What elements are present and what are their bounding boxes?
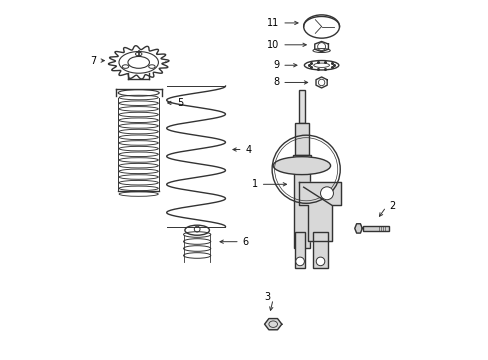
Text: 4: 4: [245, 144, 251, 154]
Bar: [362, 226, 388, 231]
Circle shape: [320, 187, 333, 200]
Text: 6: 6: [242, 237, 248, 247]
Circle shape: [295, 257, 304, 266]
Text: 1: 1: [251, 179, 257, 189]
Bar: [294, 123, 308, 155]
Bar: [294, 232, 305, 268]
Text: 9: 9: [273, 60, 279, 70]
Ellipse shape: [273, 157, 330, 175]
Bar: [313, 232, 327, 268]
Text: 3: 3: [264, 292, 270, 302]
Text: 10: 10: [266, 40, 279, 50]
Polygon shape: [299, 182, 341, 241]
Text: 11: 11: [266, 18, 279, 28]
Text: 2: 2: [388, 201, 394, 211]
Circle shape: [316, 257, 324, 266]
Bar: [292, 155, 310, 162]
Polygon shape: [264, 319, 281, 330]
Bar: [298, 90, 305, 123]
Polygon shape: [354, 224, 362, 233]
Bar: [293, 162, 309, 248]
Text: 7: 7: [90, 55, 96, 66]
Text: 8: 8: [273, 77, 279, 87]
Text: 5: 5: [177, 98, 183, 108]
